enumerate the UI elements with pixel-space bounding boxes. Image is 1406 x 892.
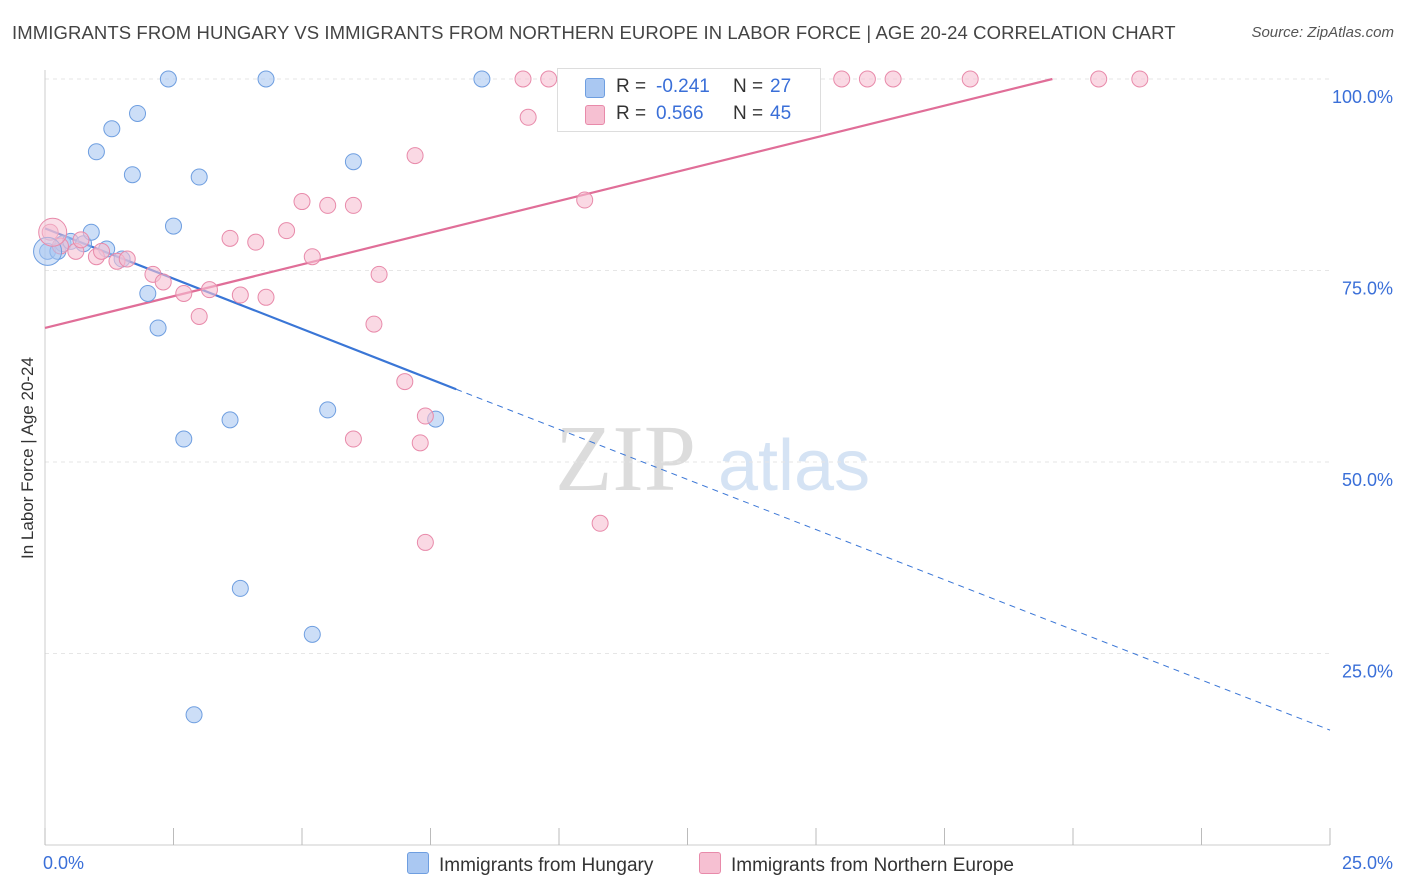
y-tick-label: 25.0% xyxy=(1342,662,1393,682)
northern-europe-point xyxy=(858,70,876,88)
legend-r-value: -0.241 xyxy=(656,76,710,97)
northern-europe-point xyxy=(1131,70,1149,88)
legend-n-label: N = xyxy=(733,76,764,97)
northern-europe-point xyxy=(93,242,111,260)
hungary-point xyxy=(221,411,239,429)
hungary-point xyxy=(149,319,167,337)
northern-europe-point xyxy=(293,193,311,211)
legend-swatch xyxy=(699,852,721,874)
northern-europe-point xyxy=(200,281,218,299)
legend-label: Immigrants from Hungary xyxy=(439,855,654,876)
northern-europe-point xyxy=(175,284,193,302)
watermark-atlas: atlas xyxy=(718,426,870,506)
hungary-trend-extension xyxy=(456,388,1331,731)
legend-row-hungary: R = -0.241 N = 27 xyxy=(558,73,820,101)
legend-label: Immigrants from Northern Europe xyxy=(731,855,1014,876)
hungary-point xyxy=(159,70,177,88)
legend-row-northern-europe: R = 0.566 N = 45 xyxy=(558,100,820,128)
hungary-point xyxy=(123,166,141,184)
hungary-point xyxy=(319,401,337,419)
hungary-point xyxy=(231,579,249,597)
axes xyxy=(44,70,1331,846)
hungary-point xyxy=(87,143,105,161)
chart-title: IMMIGRANTS FROM HUNGARY VS IMMIGRANTS FR… xyxy=(12,22,1176,43)
legend-swatch xyxy=(407,852,429,874)
hungary-point xyxy=(473,70,491,88)
northern-europe-point xyxy=(1090,70,1108,88)
source-label: Source: ZipAtlas.com xyxy=(1251,24,1394,41)
hungary-point xyxy=(139,284,157,302)
legend-swatch-hungary xyxy=(585,78,605,98)
legend-n-label: N = xyxy=(733,103,764,124)
northern-europe-trend-line xyxy=(44,77,1053,330)
legend-n-value: 45 xyxy=(770,103,792,124)
northern-europe-point xyxy=(591,514,609,532)
northern-europe-point xyxy=(344,430,362,448)
y-tick-label: 50.0% xyxy=(1342,470,1393,490)
legend-swatch-northern-europe xyxy=(585,105,605,125)
northern-europe-point xyxy=(833,70,851,88)
northern-europe-point xyxy=(231,286,249,304)
northern-europe-point xyxy=(406,147,424,165)
watermark-zip: ZIP xyxy=(555,407,696,511)
gridlines xyxy=(45,78,1330,654)
northern-europe-point xyxy=(278,222,296,240)
hungary-point xyxy=(185,706,203,724)
legend-r-label: R = xyxy=(616,103,647,124)
northern-europe-point xyxy=(519,108,537,126)
northern-europe-point xyxy=(344,196,362,214)
northern-europe-point xyxy=(303,248,321,266)
northern-europe-point xyxy=(411,434,429,452)
hungary-point xyxy=(303,625,321,643)
northern-europe-point xyxy=(961,70,979,88)
x-tick-label: 0.0% xyxy=(43,853,84,873)
northern-europe-point xyxy=(370,265,388,283)
hungary-point xyxy=(129,104,147,122)
northern-europe-point xyxy=(319,196,337,214)
northern-europe-point xyxy=(154,273,172,291)
northern-europe-point xyxy=(247,233,265,251)
legend-n-value: 27 xyxy=(770,76,792,97)
hungary-point xyxy=(257,70,275,88)
northern-europe-point xyxy=(221,229,239,247)
northern-europe-point xyxy=(190,307,208,325)
hungary-point xyxy=(175,430,193,448)
northern-europe-point xyxy=(884,70,902,88)
y-tick-label: 100.0% xyxy=(1332,87,1393,107)
northern-europe-point xyxy=(540,70,558,88)
northern-europe-point xyxy=(118,250,136,268)
northern-europe-point xyxy=(257,288,275,306)
data-points xyxy=(33,70,1149,724)
hungary-point xyxy=(344,153,362,171)
northern-europe-point xyxy=(576,191,594,209)
y-tick-label: 75.0% xyxy=(1342,279,1393,299)
watermark: ZIP atlas xyxy=(555,407,870,511)
northern-europe-point-cluster xyxy=(38,217,68,247)
hungary-point xyxy=(165,217,182,235)
legend-item-northern-europe[interactable]: Immigrants from Northern Europe xyxy=(699,852,1014,877)
northern-europe-point xyxy=(396,373,414,391)
northern-europe-point xyxy=(514,70,532,88)
x-tick-label: 25.0% xyxy=(1342,853,1393,873)
northern-europe-point xyxy=(416,407,434,425)
legend-item-hungary[interactable]: Immigrants from Hungary xyxy=(407,852,653,877)
legend-r-value: 0.566 xyxy=(656,103,704,124)
correlation-legend: R = -0.241 N = 27 R = 0.566 N = 45 xyxy=(557,68,821,132)
hungary-point xyxy=(190,168,208,186)
tick-labels: 25.0% 50.0% 75.0% 100.0% 0.0% 25.0% xyxy=(43,87,1393,873)
northern-europe-point xyxy=(365,315,383,333)
trend-lines xyxy=(44,77,1331,731)
hungary-point xyxy=(103,120,121,138)
northern-europe-point xyxy=(416,533,434,551)
legend-r-label: R = xyxy=(616,76,647,97)
northern-europe-point xyxy=(72,231,90,249)
